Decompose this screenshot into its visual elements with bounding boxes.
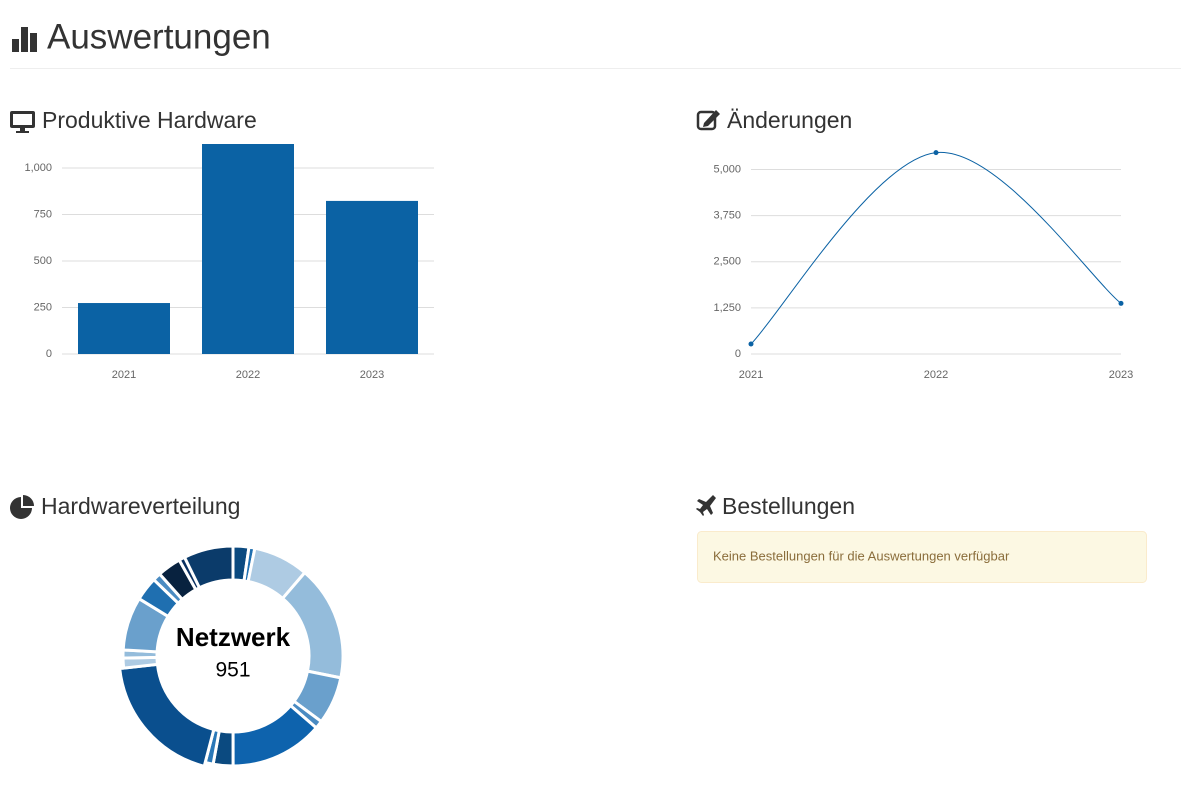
bar	[326, 200, 418, 354]
x-tick-label: 2021	[112, 369, 136, 381]
center-label: Netzwerk	[176, 622, 291, 652]
donut-segment	[182, 544, 235, 590]
alert-message: Keine Bestellungen für die Auswertungen …	[713, 548, 1010, 563]
y-tick-label: 1,250	[713, 302, 741, 314]
y-tick-label: 3,750	[713, 209, 741, 221]
y-tick-label: 750	[34, 208, 52, 220]
x-tick-label: 2021	[739, 369, 763, 381]
center-value: 951	[215, 659, 250, 682]
monitor-icon	[10, 111, 35, 133]
plane-icon	[696, 495, 716, 516]
y-tick-label: 1,000	[24, 162, 52, 174]
section-title: Bestellungen	[722, 493, 855, 519]
line	[750, 152, 1122, 345]
section-title: Änderungen	[727, 107, 852, 133]
point	[748, 341, 754, 347]
y-tick-label: 5,000	[713, 163, 741, 175]
chart-icon	[12, 27, 37, 52]
section-title: Hardwareverteilung	[41, 493, 240, 519]
alert-box	[697, 531, 1147, 583]
bar	[78, 303, 170, 354]
donut-segment	[118, 662, 216, 769]
y-tick-label: 250	[34, 301, 52, 313]
y-tick-label: 0	[46, 348, 52, 360]
point	[1118, 300, 1124, 306]
section-title: Produktive Hardware	[42, 107, 257, 133]
edit-icon	[696, 110, 720, 131]
x-tick-label: 2022	[924, 369, 948, 381]
y-tick-label: 0	[735, 348, 741, 360]
x-tick-label: 2023	[1109, 369, 1133, 381]
pie-icon	[10, 495, 34, 519]
point	[933, 150, 939, 156]
page-title: Auswertungen	[47, 17, 271, 56]
x-tick-label: 2023	[360, 369, 384, 381]
y-tick-label: 2,500	[713, 256, 741, 268]
y-tick-label: 500	[34, 255, 52, 267]
donut-segment	[280, 570, 345, 680]
x-tick-label: 2022	[236, 369, 260, 381]
bar	[202, 144, 294, 354]
